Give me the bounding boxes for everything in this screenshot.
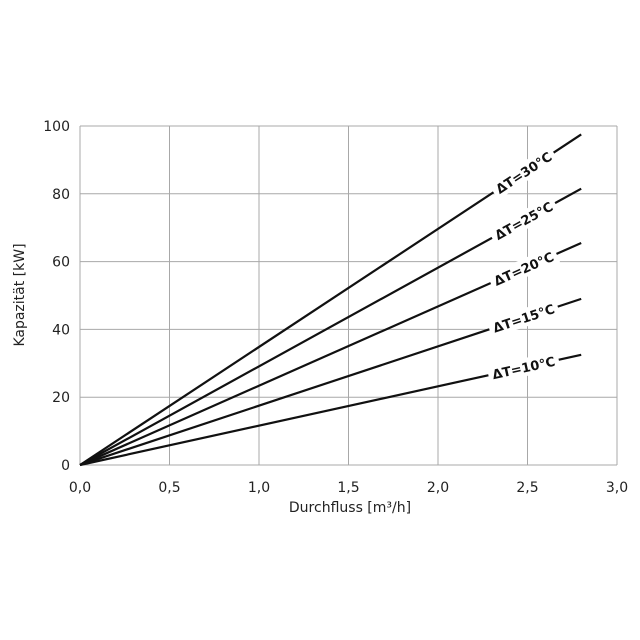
y-tick-label: 80	[52, 187, 70, 203]
x-tick-label: 2,5	[516, 480, 538, 496]
y-tick-label: 0	[61, 458, 70, 474]
x-tick-label: 2,0	[427, 480, 449, 496]
series-label-background	[486, 350, 561, 385]
series-label: ΔT=15°C	[491, 302, 556, 336]
series-lines: ΔT=30°CΔT=25°CΔT=20°C ΔT=15°C ΔT=10°C	[79, 133, 582, 467]
series-label-group: ΔT=10°C	[486, 350, 561, 385]
y-tick-label: 20	[52, 390, 70, 406]
x-tick-label: 1,5	[337, 480, 359, 496]
x-axis-ticks: 0,0 0,5 1,0 1,5 2,0 2,5 3,0	[69, 480, 628, 496]
series-label-group: ΔT=25°C	[487, 195, 560, 246]
x-tick-label: 0,0	[69, 480, 91, 496]
series-label: ΔT=30°C	[494, 150, 556, 198]
series-label-group: ΔT=20°C	[487, 245, 561, 292]
series-label-background	[488, 145, 559, 200]
y-tick-label: 40	[52, 322, 70, 338]
series-label-group: ΔT=15°C	[486, 298, 561, 338]
y-tick-label: 60	[52, 255, 70, 271]
x-axis-label: Durchfluss [m³/h]	[289, 500, 411, 516]
series-label-group: ΔT=30°C	[488, 145, 559, 200]
series-label: ΔT=25°C	[493, 200, 556, 244]
series-label-background	[487, 245, 561, 292]
series-label-background	[486, 298, 561, 338]
x-tick-label: 3,0	[606, 480, 628, 496]
y-tick-label: 100	[43, 119, 70, 135]
y-axis-label: Kapazität [kW]	[12, 243, 28, 346]
grid	[79, 125, 618, 466]
x-tick-label: 1,0	[248, 480, 270, 496]
x-tick-label: 0,5	[158, 480, 180, 496]
y-axis-ticks: 0 20 40 60 80 100	[43, 119, 70, 474]
series-label-background	[487, 195, 560, 246]
